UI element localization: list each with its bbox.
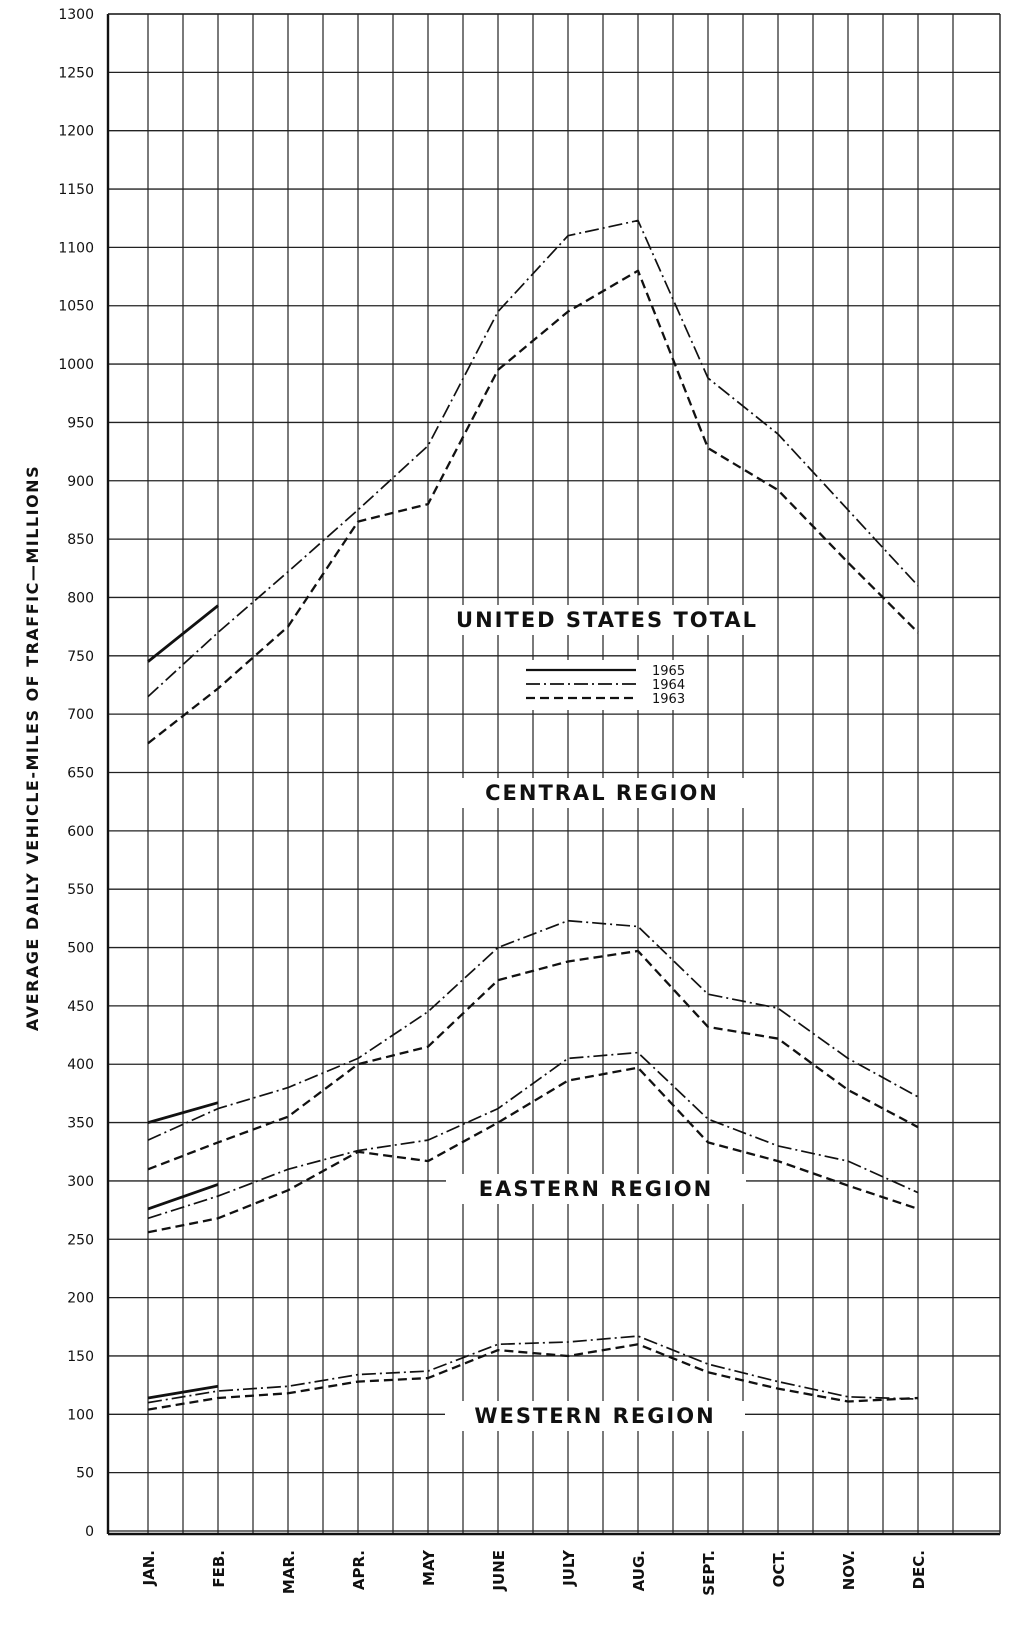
x-tick-label-july: JULY <box>560 1549 578 1587</box>
annotation-eastern-region: EASTERN REGION <box>479 1177 713 1201</box>
chart-annotations: UNITED STATES TOTAL CENTRAL REGION EASTERN… <box>445 605 758 1431</box>
series-line-eastern-region-1964 <box>147 1051 919 1220</box>
y-tick-label-550: 550 <box>67 882 94 898</box>
x-tick-label-june: JUNE <box>490 1550 508 1592</box>
y-tick-label-650: 650 <box>67 766 94 782</box>
y-tick-label-250: 250 <box>67 1232 94 1248</box>
x-axis-ticks: JAN. FEB. MAR. APR. MAY JUNE JULY AUG. SEPT. OCT.… <box>140 1549 928 1596</box>
y-tick-label-500: 500 <box>67 941 94 957</box>
y-tick-label-950: 950 <box>67 415 94 431</box>
y-tick-label-0: 0 <box>85 1524 94 1540</box>
x-tick-label-sept: SEPT. <box>700 1550 718 1596</box>
x-tick-label-aug: AUG. <box>630 1550 648 1591</box>
y-tick-label-400: 400 <box>67 1057 94 1073</box>
series-line-eastern-region-1963 <box>147 1066 919 1234</box>
legend-label-1964: 1964 <box>652 678 685 693</box>
series-line-western-region-1963 <box>147 1343 919 1411</box>
x-tick-label-oct: OCT. <box>770 1550 788 1587</box>
series-line-western-region-1964 <box>147 1335 919 1404</box>
series-line-western-region-1965 <box>147 1384 219 1400</box>
annotation-western-region: WESTERN REGION <box>474 1404 715 1428</box>
y-tick-label-200: 200 <box>67 1291 94 1307</box>
x-tick-label-may: MAY <box>420 1549 438 1586</box>
y-tick-label-850: 850 <box>67 532 94 548</box>
series-line-eastern-region-1965 <box>147 1183 219 1211</box>
y-tick-label-1000: 1000 <box>58 357 94 373</box>
group-eastern-region <box>147 1051 919 1234</box>
y-tick-label-1150: 1150 <box>58 182 94 198</box>
y-tick-label-150: 150 <box>67 1349 94 1365</box>
y-tick-label-350: 350 <box>67 1116 94 1132</box>
x-tick-label-dec: DEC. <box>910 1550 928 1589</box>
annotation-backdrop <box>452 778 752 808</box>
y-axis-label: AVERAGE DAILY VEHICLE-MILES OF TRAFFIC—M… <box>23 465 42 1031</box>
series-line-united-states-total-1964 <box>147 219 919 698</box>
y-tick-label-50: 50 <box>76 1466 94 1482</box>
y-tick-label-450: 450 <box>67 999 94 1015</box>
annotation-backdrop <box>445 1401 745 1431</box>
group-united-states-total <box>147 219 919 745</box>
legend-label-1965: 1965 <box>652 664 685 679</box>
legend-label-1963: 1963 <box>652 692 685 707</box>
series-line-central-region-1965 <box>147 1101 219 1124</box>
y-tick-label-750: 750 <box>67 649 94 665</box>
y-tick-label-800: 800 <box>67 590 94 606</box>
y-tick-label-300: 300 <box>67 1174 94 1190</box>
y-tick-label-1200: 1200 <box>58 124 94 140</box>
annotation-central-region: CENTRAL REGION <box>485 781 719 805</box>
y-tick-label-1100: 1100 <box>58 240 94 256</box>
series-line-united-states-total-1965 <box>147 604 219 663</box>
x-tick-label-feb: FEB. <box>210 1550 228 1588</box>
group-western-region <box>147 1335 919 1411</box>
y-tick-label-100: 100 <box>67 1407 94 1423</box>
y-tick-label-700: 700 <box>67 707 94 723</box>
series-line-central-region-1963 <box>147 949 919 1171</box>
y-tick-label-1300: 1300 <box>58 7 94 23</box>
x-tick-label-apr: APR. <box>350 1550 368 1590</box>
series-line-central-region-1964 <box>147 919 919 1141</box>
y-tick-label-1050: 1050 <box>58 299 94 315</box>
annotation-united-states-total: UNITED STATES TOTAL <box>456 608 758 632</box>
x-tick-label-mar: MAR. <box>280 1550 298 1594</box>
group-central-region <box>147 919 919 1171</box>
annotation-backdrop <box>457 605 757 635</box>
x-tick-label-jan: JAN. <box>140 1550 158 1586</box>
legend-backdrop <box>520 660 705 710</box>
data-series <box>147 219 919 1411</box>
annotation-backdrop <box>446 1174 746 1204</box>
plot-frame <box>106 13 1001 1536</box>
y-axis-ticks: 0 50 100 150 200 250 300 350 400 450 500 550 600 650 7… <box>58 7 94 1540</box>
y-tick-label-600: 600 <box>67 824 94 840</box>
chart-grid <box>108 13 1000 1534</box>
x-tick-label-nov: NOV. <box>840 1550 858 1590</box>
y-tick-label-1250: 1250 <box>58 65 94 81</box>
y-tick-label-900: 900 <box>67 474 94 490</box>
series-line-united-states-total-1963 <box>147 269 919 745</box>
